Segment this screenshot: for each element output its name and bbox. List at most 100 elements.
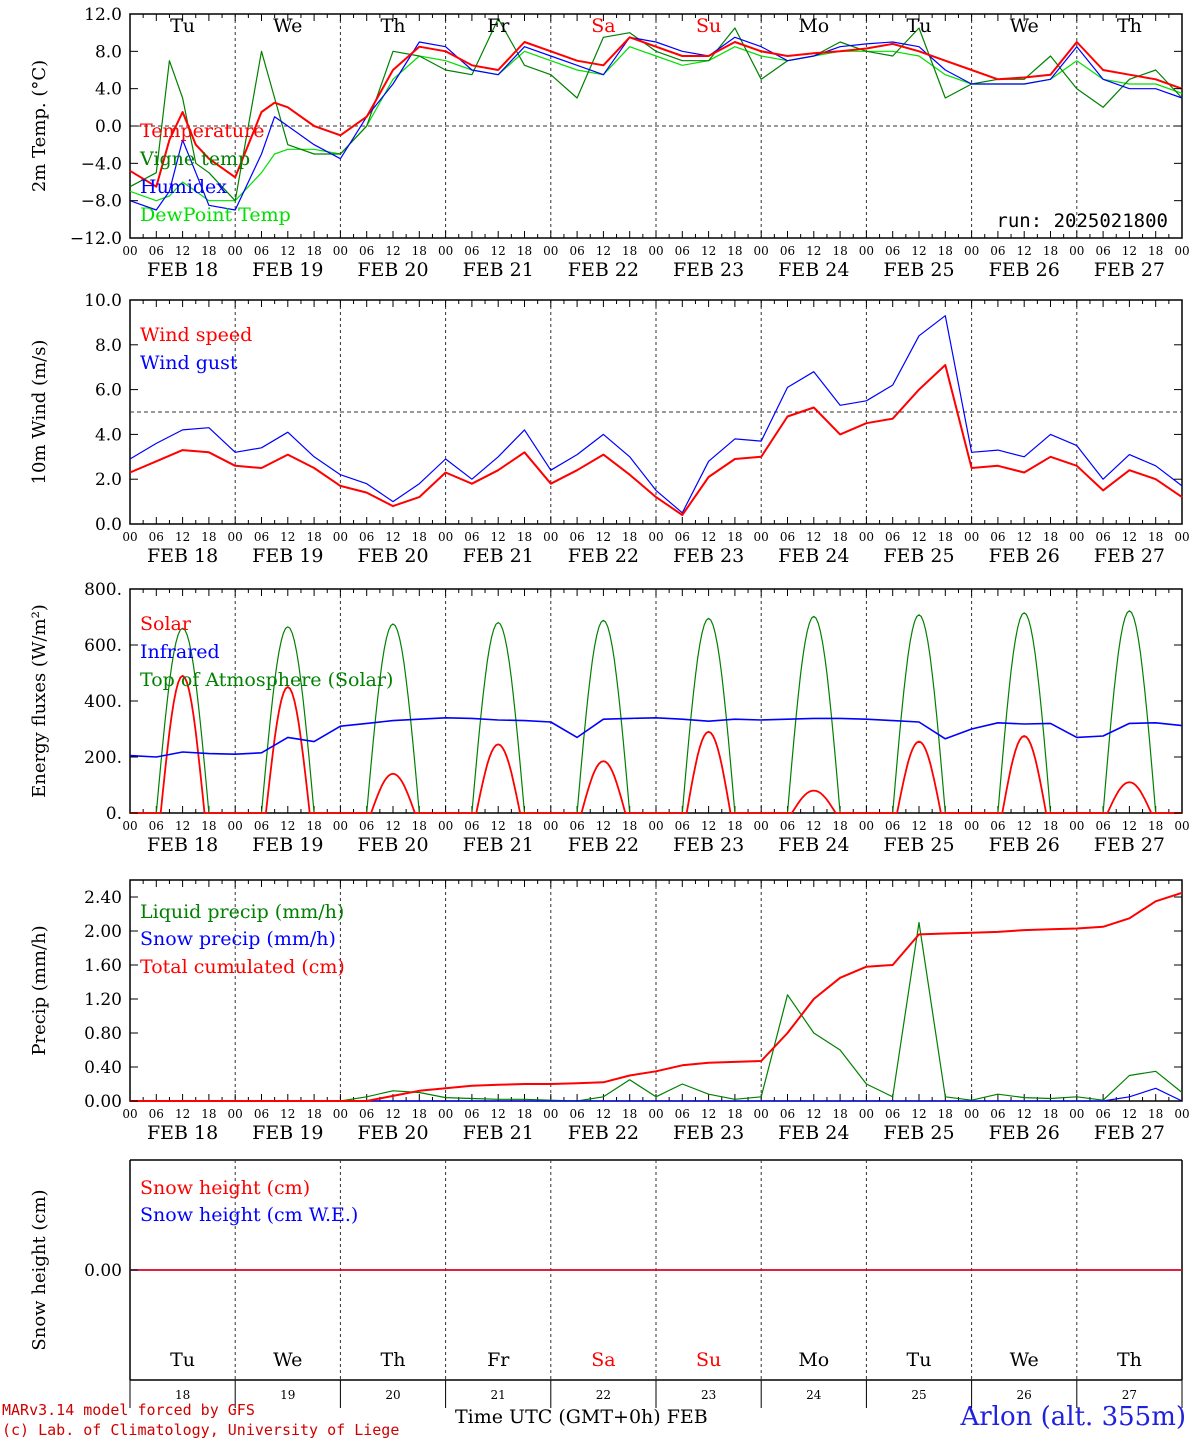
x-tick-label: 06 — [149, 819, 164, 833]
date-label: FEB 27 — [1094, 259, 1165, 281]
x-tick-label: 06 — [885, 819, 900, 833]
x-tick-label: 12 — [280, 1107, 295, 1121]
x-tick-label: 12 — [1017, 819, 1032, 833]
x-tick-label: 18 — [201, 530, 216, 544]
x-tick-label: 06 — [359, 819, 374, 833]
x-tick-label: 00 — [438, 530, 453, 544]
day-number-label: 20 — [385, 1388, 400, 1402]
x-tick-label: 00 — [754, 1107, 769, 1121]
x-tick-label: 18 — [412, 530, 427, 544]
legend-infrared: Infrared — [140, 641, 220, 663]
x-tick-label: 18 — [517, 244, 532, 258]
x-tick-label: 18 — [517, 1107, 532, 1121]
y-tick-label: 200. — [84, 748, 122, 768]
x-tick-label: 00 — [543, 819, 558, 833]
x-tick-label: 18 — [517, 819, 532, 833]
x-tick-label: 06 — [464, 819, 479, 833]
x-tick-label: 00 — [648, 530, 663, 544]
weekday-label: Mo — [798, 15, 829, 37]
day-number-label: 26 — [1017, 1388, 1032, 1402]
x-tick-label: 00 — [333, 244, 348, 258]
weekday-label: Sa — [591, 1349, 615, 1371]
date-label: FEB 19 — [252, 834, 323, 856]
y-axis-label: Precip (mm/h) — [29, 925, 50, 1055]
date-label: FEB 19 — [252, 1122, 323, 1144]
y-tick-label: 1.60 — [84, 956, 122, 976]
weekday-label: Th — [381, 1349, 406, 1371]
x-tick-label: 00 — [543, 530, 558, 544]
x-tick-label: 12 — [385, 244, 400, 258]
x-tick-label: 18 — [201, 1107, 216, 1121]
x-tick-label: 06 — [149, 244, 164, 258]
x-tick-label: 06 — [1095, 819, 1110, 833]
x-tick-label: 00 — [228, 819, 243, 833]
x-tick-label: 18 — [727, 530, 742, 544]
x-tick-label: 06 — [990, 244, 1005, 258]
x-tick-label: 18 — [1043, 530, 1058, 544]
legend-wind-speed: Wind speed — [140, 324, 252, 346]
y-tick-label: 0.80 — [84, 1024, 122, 1044]
x-tick-label: 18 — [412, 1107, 427, 1121]
weekday-label: Su — [696, 1349, 721, 1371]
x-tick-label: 12 — [1122, 530, 1137, 544]
date-label: FEB 21 — [463, 1122, 534, 1144]
x-tick-label: 06 — [675, 244, 690, 258]
x-tick-label: 00 — [333, 530, 348, 544]
panel-frame-2 — [129, 588, 1183, 814]
x-tick-label: 12 — [596, 819, 611, 833]
legend-vigne-temp: Vigne temp — [139, 148, 250, 170]
x-tick-label: 12 — [911, 530, 926, 544]
weekday-label: Th — [1117, 15, 1142, 37]
x-tick-label: 06 — [675, 1107, 690, 1121]
date-label: FEB 27 — [1094, 1122, 1165, 1144]
x-tick-label: 06 — [359, 244, 374, 258]
weekday-label: Sa — [591, 15, 615, 37]
x-tick-label: 00 — [754, 530, 769, 544]
date-label: FEB 25 — [883, 1122, 954, 1144]
y-tick-label: −12.0 — [70, 229, 122, 249]
x-tick-label: 00 — [648, 1107, 663, 1121]
x-tick-label: 06 — [780, 244, 795, 258]
x-tick-label: 12 — [491, 1107, 506, 1121]
y-tick-label: 0. — [106, 804, 122, 824]
x-tick-label: 00 — [438, 1107, 453, 1121]
x-tick-label: 18 — [1148, 530, 1163, 544]
date-label: FEB 26 — [989, 259, 1060, 281]
y-axis-label: 2m Temp. (°C) — [29, 60, 50, 192]
y-axis-label: Snow height (cm) — [29, 1189, 50, 1350]
x-tick-label: 18 — [201, 819, 216, 833]
date-label: FEB 18 — [147, 545, 218, 567]
x-tick-label: 06 — [464, 244, 479, 258]
weekday-label: We — [273, 1349, 302, 1371]
y-tick-label: 400. — [84, 692, 122, 712]
x-tick-label: 12 — [596, 530, 611, 544]
x-tick-label: 06 — [1095, 530, 1110, 544]
x-axis-title: Time UTC (GMT+0h) FEB — [455, 1406, 708, 1428]
y-tick-label: 1.20 — [84, 990, 122, 1010]
y-tick-label: −4.0 — [81, 154, 122, 174]
x-tick-label: 18 — [832, 1107, 847, 1121]
weekday-label: Mo — [798, 1349, 829, 1371]
x-tick-label: 06 — [990, 819, 1005, 833]
date-label: FEB 26 — [989, 545, 1060, 567]
x-tick-label: 18 — [412, 244, 427, 258]
date-label: FEB 25 — [883, 259, 954, 281]
x-tick-label: 06 — [464, 1107, 479, 1121]
date-label: FEB 26 — [989, 834, 1060, 856]
date-label: FEB 21 — [463, 545, 534, 567]
day-number-label: 21 — [491, 1388, 506, 1402]
x-tick-label: 06 — [569, 530, 584, 544]
x-tick-label: 06 — [990, 530, 1005, 544]
x-tick-label: 06 — [1095, 244, 1110, 258]
x-tick-label: 12 — [1017, 530, 1032, 544]
x-tick-label: 06 — [990, 1107, 1005, 1121]
weekday-label: Tu — [170, 15, 195, 37]
date-label: FEB 21 — [463, 259, 534, 281]
x-tick-label: 12 — [596, 244, 611, 258]
date-label: FEB 20 — [357, 259, 428, 281]
x-tick-label: 12 — [806, 244, 821, 258]
x-tick-label: 12 — [806, 530, 821, 544]
x-tick-label: 12 — [806, 819, 821, 833]
x-tick-label: 06 — [464, 530, 479, 544]
date-label: FEB 19 — [252, 259, 323, 281]
